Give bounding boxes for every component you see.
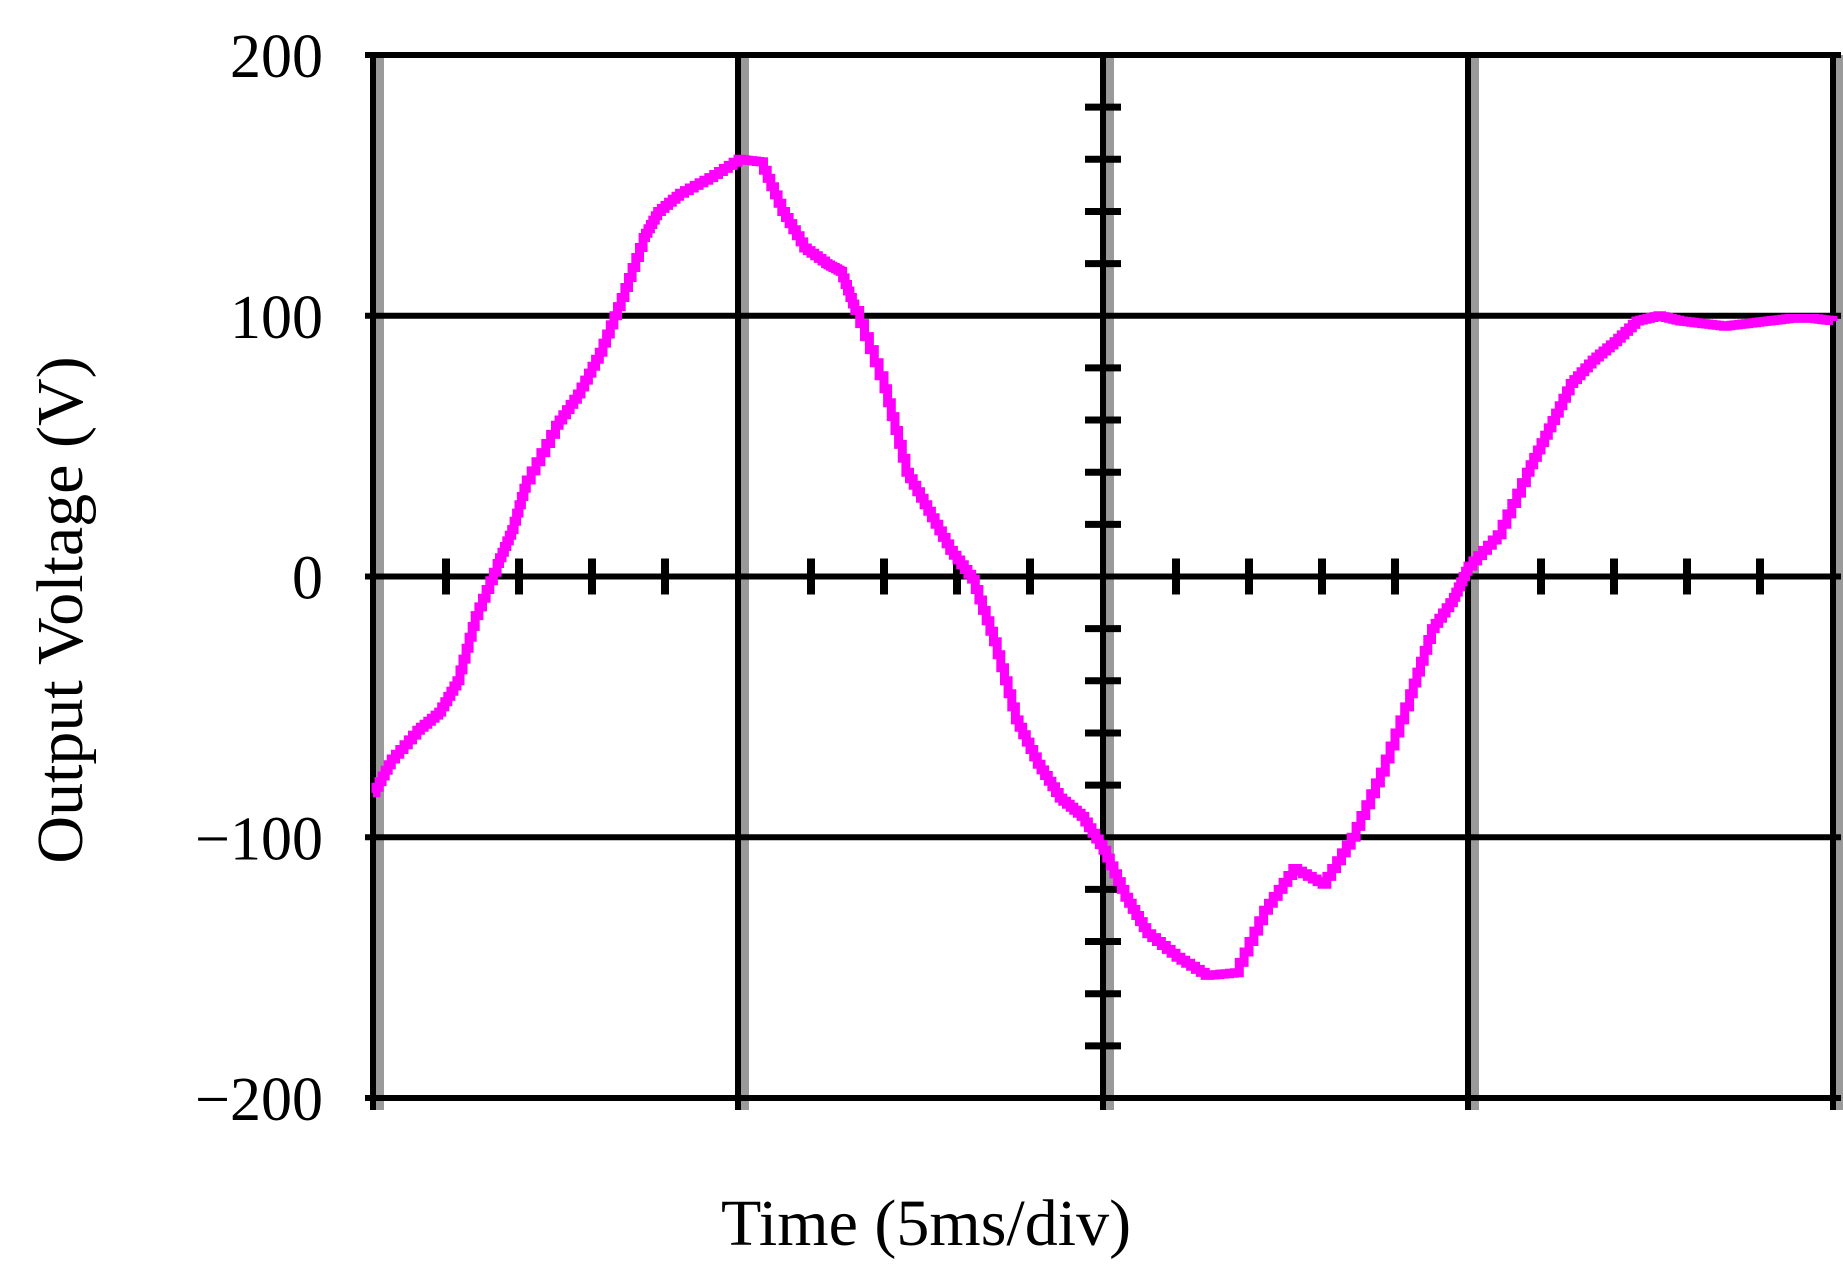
y-tick-label: −100 — [195, 805, 323, 873]
voltage-trace — [371, 154, 1838, 980]
y-tick-label: 200 — [230, 23, 323, 91]
x-axis-label: Time (5ms/div) — [721, 1187, 1131, 1260]
y-tick-label: −200 — [195, 1066, 323, 1134]
y-tick-label: 0 — [292, 545, 323, 613]
y-axis-label: Output Voltage (V) — [24, 356, 97, 863]
y-tick-label: 100 — [230, 284, 323, 352]
minor-ticks — [442, 103, 1764, 1050]
y-tick-labels: 200 100 0 −100 −200 — [195, 23, 323, 1134]
